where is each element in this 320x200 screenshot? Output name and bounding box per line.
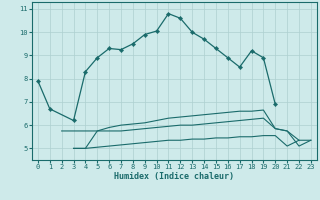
X-axis label: Humidex (Indice chaleur): Humidex (Indice chaleur) (115, 172, 234, 181)
